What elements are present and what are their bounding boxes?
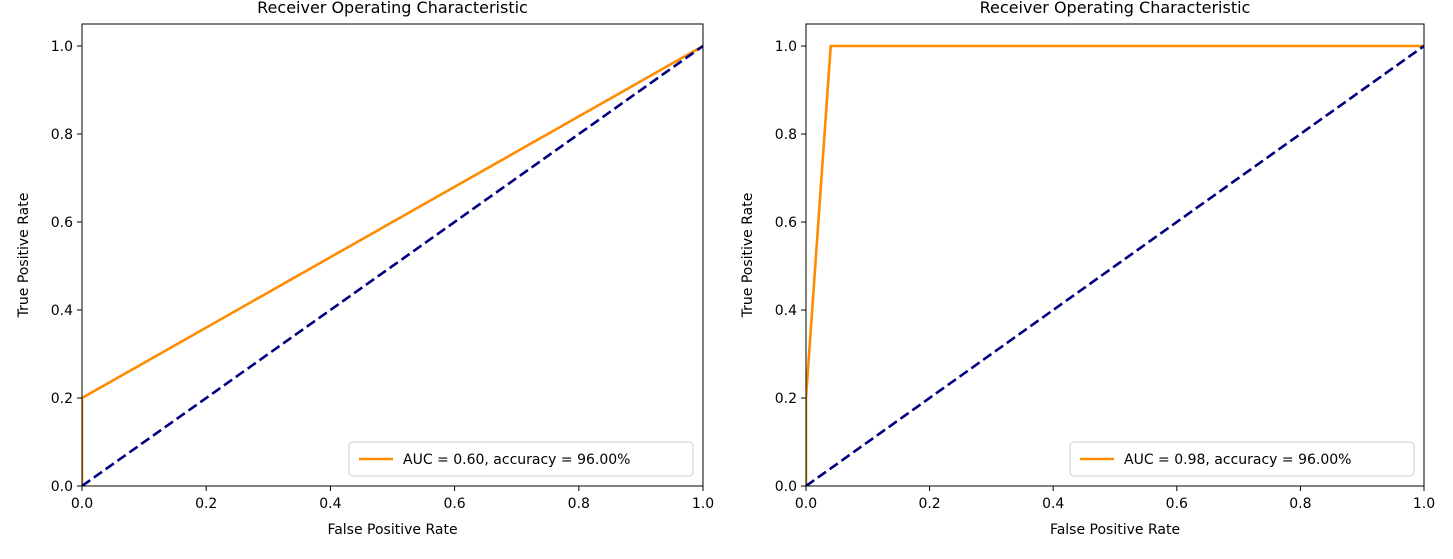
x-tick-label: 0.2: [195, 496, 217, 512]
y-tick-label: 0.2: [775, 391, 797, 407]
x-tick-label: 0.6: [443, 496, 465, 512]
x-axis-label: False Positive Rate: [327, 522, 457, 538]
x-tick-label: 0.4: [319, 496, 341, 512]
roc-chart-2: Receiver Operating Characteristic 0.0 0.2 0…: [740, 0, 1435, 538]
y-tick-label: 1.0: [775, 39, 797, 55]
legend-box: [348, 441, 694, 477]
series-lines: [82, 44, 703, 486]
legend-label: AUC = 0.60, accuracy = 96.00%: [403, 452, 630, 468]
axes-frame: [81, 23, 704, 487]
y-tick-label: 0.4: [775, 303, 797, 319]
legend: AUC = 0.98, accuracy = 96.00%: [1069, 441, 1415, 477]
series-lines: [806, 44, 1424, 486]
x-tick-label: 0.8: [1289, 496, 1311, 512]
legend-label: AUC = 0.98, accuracy = 96.00%: [1124, 452, 1351, 468]
chance-diagonal-line: [806, 44, 1424, 486]
x-tick-label: 1.0: [692, 496, 714, 512]
x-axis-label: False Positive Rate: [1050, 522, 1180, 538]
x-tick-label: 0.6: [1166, 496, 1188, 512]
roc-curve-line: [82, 44, 703, 486]
chart-title: Receiver Operating Characteristic: [257, 0, 528, 17]
chart-title: Receiver Operating Characteristic: [980, 0, 1251, 17]
y-tick-label: 0.0: [51, 479, 73, 495]
axes-frame: [805, 23, 1425, 487]
y-tick-label: 0.2: [51, 391, 73, 407]
x-tick-label: 0.8: [568, 496, 590, 512]
x-tick-label: 1.0: [1413, 496, 1435, 512]
chance-diagonal-line: [82, 44, 703, 486]
y-tick-label: 1.0: [51, 39, 73, 55]
x-tick-label: 0.0: [71, 496, 93, 512]
y-tick-label: 0.4: [51, 303, 73, 319]
y-tick-label: 0.0: [775, 479, 797, 495]
x-tick-label: 0.0: [795, 496, 817, 512]
y-tick-label: 0.6: [51, 215, 73, 231]
y-axis-label: True Positive Rate: [740, 193, 756, 319]
roc-curve-line: [806, 44, 1424, 486]
x-tick-label: 0.2: [918, 496, 940, 512]
roc-chart-1: Receiver Operating Characteristic 0.0 0.2 0…: [16, 0, 714, 538]
y-tick-label: 0.8: [775, 127, 797, 143]
legend: AUC = 0.60, accuracy = 96.00%: [348, 441, 694, 477]
y-tick-label: 0.8: [51, 127, 73, 143]
y-tick-label: 0.6: [775, 215, 797, 231]
legend-box: [1069, 441, 1415, 477]
x-tick-label: 0.4: [1042, 496, 1064, 512]
y-axis-label: True Positive Rate: [16, 193, 32, 319]
